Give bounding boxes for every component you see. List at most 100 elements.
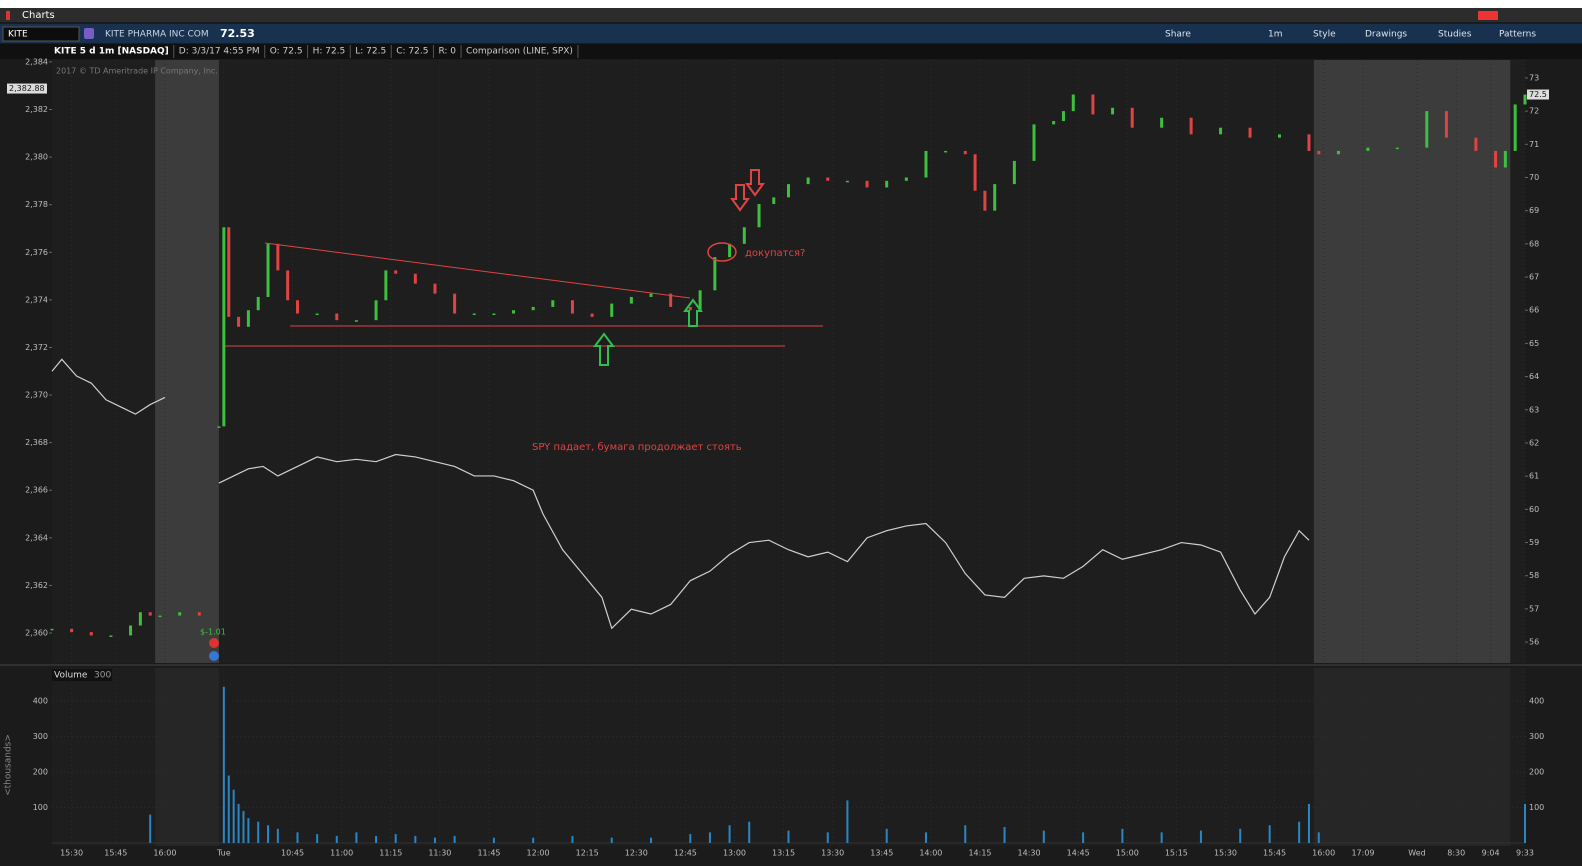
title-bar — [0, 8, 1582, 22]
toolbar-button[interactable]: Share — [1165, 30, 1191, 40]
candle — [178, 612, 182, 616]
candle — [433, 283, 437, 294]
x-tick-label: 14:00 — [919, 849, 942, 858]
extended-hours — [1313, 60, 1511, 663]
y-tick-label: 2,382 — [25, 105, 48, 114]
candle — [158, 615, 162, 618]
price-label-box — [7, 83, 47, 94]
candle — [993, 184, 997, 211]
y2-tick-label: 63 — [1529, 405, 1539, 414]
candle — [50, 628, 54, 631]
candle — [492, 313, 496, 316]
candle — [713, 257, 717, 291]
y-tick-label: 300 — [33, 732, 48, 741]
volume-bar — [414, 835, 417, 843]
y-tick-label: 2,364 — [25, 533, 48, 542]
volume-bar — [689, 834, 692, 843]
toolbar-button[interactable]: 1m — [1268, 30, 1283, 40]
volume-bar — [924, 832, 927, 843]
candle — [286, 270, 290, 301]
candle — [246, 310, 250, 327]
toolbar-button[interactable]: Drawings — [1365, 30, 1407, 40]
volume-bar — [708, 832, 711, 843]
volume-title: Volume — [54, 671, 88, 681]
volume-bar — [1239, 828, 1242, 843]
arrow-up — [593, 332, 615, 366]
volume-bar — [247, 818, 250, 843]
volume-bar — [964, 825, 967, 843]
candle — [227, 227, 231, 317]
volume-bar — [1199, 830, 1202, 843]
event-icon[interactable] — [209, 651, 219, 661]
y2-tick-label: 57 — [1529, 604, 1539, 613]
y-tick-label: 2,368 — [25, 438, 48, 447]
symbol-box[interactable] — [2, 26, 80, 42]
x-tick-label: 12:00 — [527, 849, 550, 858]
y-tick-label: 200 — [33, 767, 48, 776]
trend-line — [264, 242, 691, 299]
price-label-box — [1527, 89, 1549, 100]
candle — [787, 184, 790, 198]
candle — [1307, 134, 1311, 151]
candle — [742, 227, 746, 244]
x-tick-label: Wed — [1408, 849, 1425, 858]
price-layer — [50, 60, 1527, 846]
symbol[interactable]: KITE — [8, 30, 28, 40]
y2-tick-label: 65 — [1529, 339, 1539, 348]
candle — [1071, 94, 1075, 112]
x-tick-label: 15:15 — [1165, 849, 1188, 858]
candle — [453, 293, 457, 314]
candle — [1317, 150, 1321, 155]
candle — [89, 632, 93, 636]
candle — [374, 300, 378, 321]
candle — [335, 313, 339, 321]
y-tick-label: 2,372 — [25, 343, 48, 352]
drawings — [225, 169, 823, 366]
event-icon[interactable] — [209, 638, 219, 648]
candle — [70, 628, 74, 633]
x-tick-label: Tue — [216, 849, 231, 858]
candle — [1160, 117, 1164, 128]
change-label: $-1.01 — [200, 628, 226, 637]
candle — [1494, 150, 1498, 168]
volume-bar — [1082, 832, 1085, 843]
x-tick-label: 16:00 — [153, 849, 176, 858]
x-tick-label: 13:45 — [870, 849, 893, 858]
volume-bar — [232, 789, 235, 843]
link-icon[interactable] — [84, 28, 94, 39]
volume-bar — [355, 832, 358, 843]
y2-tick-label: 62 — [1529, 438, 1539, 447]
volume-bar — [728, 825, 731, 843]
volume-bar — [1160, 832, 1163, 843]
candle — [1395, 147, 1399, 150]
y-tick-label: 2,378 — [25, 200, 48, 209]
candle — [1032, 124, 1036, 161]
candle — [806, 177, 810, 185]
arrow-down — [730, 184, 750, 212]
volume-bar — [532, 837, 535, 843]
y-tick-label: 400 — [33, 696, 48, 705]
circle-mark — [707, 242, 737, 262]
toolbar-button[interactable]: Studies — [1438, 30, 1472, 40]
extended-hours — [155, 668, 219, 846]
candle — [1278, 134, 1281, 138]
candle — [472, 313, 476, 316]
price-label: 2,382.88 — [9, 84, 45, 93]
toolbar-button[interactable]: Style — [1313, 30, 1336, 40]
candle — [129, 625, 133, 636]
volume-bar — [650, 837, 653, 843]
app-icon — [6, 11, 10, 20]
y2-tick-label: 56 — [1529, 638, 1539, 647]
window-button[interactable] — [1478, 11, 1498, 20]
toolbar-button[interactable]: Patterns — [1499, 30, 1536, 40]
x-tick-label: 12:45 — [674, 849, 697, 858]
candle — [315, 313, 319, 316]
x-tick-label: 15:45 — [104, 849, 127, 858]
candle — [138, 612, 142, 626]
volume-bar — [296, 832, 299, 843]
candle — [1425, 111, 1429, 148]
arrow-up — [683, 298, 703, 327]
volume-axis-label: <thousands> — [4, 734, 14, 796]
